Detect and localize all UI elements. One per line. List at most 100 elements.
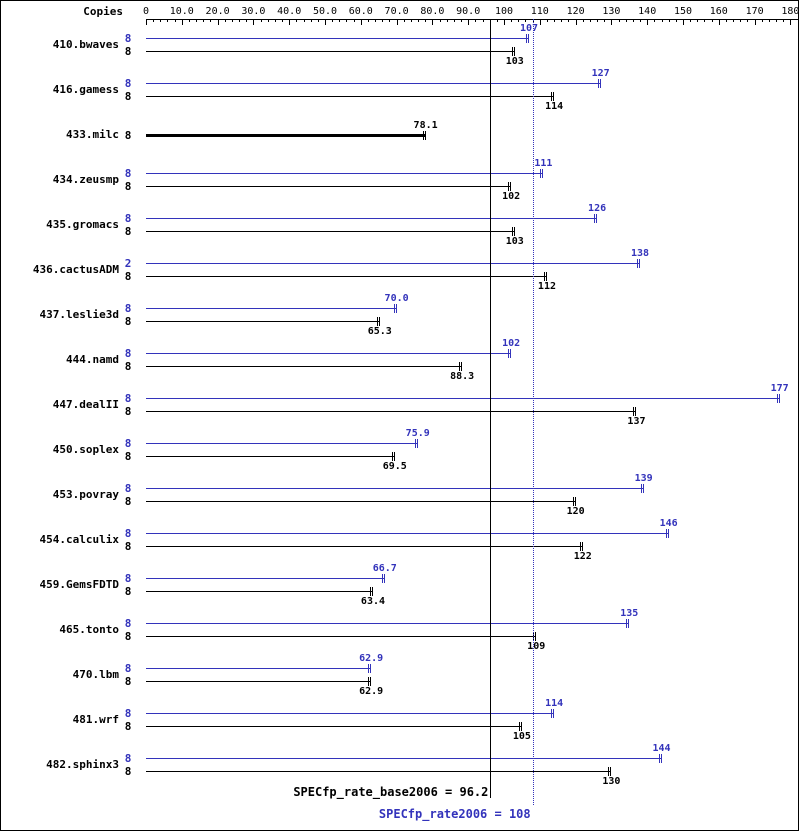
peak-bar xyxy=(146,263,641,264)
peak-bar-endcap xyxy=(637,259,641,268)
peak-bar-endcap xyxy=(540,169,544,178)
x-axis-major-tick xyxy=(647,19,649,25)
x-axis-minor-tick xyxy=(403,19,405,22)
copies-value-peak: 8 xyxy=(124,707,132,720)
x-axis-minor-tick xyxy=(382,19,384,22)
x-axis-tick-label: 160 xyxy=(709,6,728,17)
x-axis-minor-tick xyxy=(783,19,785,22)
copies-value-peak: 8 xyxy=(124,527,132,540)
x-axis-minor-tick xyxy=(661,19,663,22)
peak-bar xyxy=(146,308,397,309)
x-axis-major-tick xyxy=(325,19,326,25)
x-axis-minor-tick xyxy=(725,19,727,22)
peak-bar-endcap xyxy=(665,529,669,538)
peak-bar-endcap xyxy=(393,304,397,313)
base-bar-endcap xyxy=(511,47,515,56)
base-bar xyxy=(146,726,522,727)
x-axis-minor-tick xyxy=(640,19,642,22)
copies-value-peak: 2 xyxy=(124,257,132,270)
base-mean-line xyxy=(490,19,492,798)
peak-bar-endcap xyxy=(381,574,385,583)
x-axis-major-tick xyxy=(432,19,434,25)
copies-value-peak: 8 xyxy=(124,617,132,630)
base-bar-value: 103 xyxy=(505,56,524,67)
x-axis-minor-tick xyxy=(668,19,670,22)
copies-value-peak: 8 xyxy=(124,77,132,90)
benchmark-name: 436.cactusADM xyxy=(32,262,119,276)
x-axis-tick-label: 0 xyxy=(142,6,150,17)
x-axis-minor-tick xyxy=(274,19,276,22)
x-axis-minor-tick xyxy=(303,19,305,22)
base-bar-endcap xyxy=(368,677,372,686)
base-bar-value: 65.3 xyxy=(367,326,392,337)
benchmark-name: 416.gamess xyxy=(52,82,119,96)
peak-bar xyxy=(146,443,418,444)
x-axis-tick-label: 20.0 xyxy=(205,6,230,17)
peak-bar xyxy=(146,38,530,39)
benchmark-name: 447.dealII xyxy=(52,397,119,411)
x-axis-tick-label: 40.0 xyxy=(277,6,302,17)
x-axis-minor-tick xyxy=(589,19,591,22)
x-axis-minor-tick xyxy=(353,19,355,22)
peak-bar-endcap xyxy=(594,214,598,223)
base-mean-label: SPECfp_rate_base2006 = 96.2 xyxy=(293,785,489,799)
base-bar-endcap xyxy=(551,92,555,101)
x-axis-tick-label: 180 xyxy=(781,6,799,17)
peak-bar xyxy=(146,488,644,489)
x-axis-minor-tick xyxy=(317,19,319,22)
x-axis-tick-label: 30.0 xyxy=(241,6,266,17)
base-bar-value: 63.4 xyxy=(360,596,386,607)
x-axis-minor-tick xyxy=(339,19,341,22)
benchmark-name: 465.tonto xyxy=(59,622,119,636)
copies-value-base: 8 xyxy=(124,128,132,142)
x-axis-minor-tick xyxy=(439,19,441,22)
base-bar xyxy=(146,51,515,52)
peak-bar-value: 127 xyxy=(591,68,610,79)
x-axis-minor-tick xyxy=(332,19,334,22)
peak-bar-endcap xyxy=(597,79,601,88)
peak-bar-endcap xyxy=(368,664,372,673)
peak-bar xyxy=(146,533,669,534)
copies-value-peak: 8 xyxy=(124,167,132,180)
x-axis-major-tick xyxy=(504,19,505,25)
copies-value-base: 8 xyxy=(124,270,132,283)
x-axis-tick-label: 70.0 xyxy=(384,6,409,17)
peak-mean-line xyxy=(532,19,534,805)
copies-value-peak: 8 xyxy=(124,347,132,360)
base-bar-endcap xyxy=(459,362,463,371)
base-bar-value: 114 xyxy=(545,101,564,112)
x-axis-minor-tick xyxy=(375,19,377,22)
x-axis-minor-tick xyxy=(203,19,205,22)
copies-value-peak: 8 xyxy=(124,482,132,495)
x-axis-tick-label: 90.0 xyxy=(456,6,481,17)
base-bar-endcap xyxy=(511,227,515,236)
peak-bar-endcap xyxy=(526,34,530,43)
x-axis-major-tick xyxy=(289,19,291,25)
copies-value-base: 8 xyxy=(124,675,132,688)
base-bar xyxy=(146,546,583,547)
x-axis-minor-tick xyxy=(690,19,692,22)
x-axis-tick-label: 110 xyxy=(530,6,549,17)
base-bar-endcap xyxy=(422,130,426,140)
benchmark-name: 437.leslie3d xyxy=(39,307,119,321)
x-axis-minor-tick xyxy=(418,19,420,22)
x-axis-tick-label: 50.0 xyxy=(312,6,338,17)
base-bar xyxy=(146,456,395,457)
copies-value-base: 8 xyxy=(124,45,132,58)
copies-value-base: 8 xyxy=(124,630,132,643)
copies-value-peak: 8 xyxy=(124,212,132,225)
x-axis-minor-tick xyxy=(511,19,513,22)
x-axis-minor-tick xyxy=(632,19,634,22)
x-axis-minor-tick xyxy=(597,19,599,22)
peak-bar-value: 139 xyxy=(634,473,653,484)
peak-bar-value: 62.9 xyxy=(359,653,384,664)
base-bar-endcap xyxy=(376,317,380,326)
x-axis-minor-tick xyxy=(167,19,169,22)
x-axis-minor-tick xyxy=(160,19,162,22)
peak-bar-value: 114 xyxy=(545,698,564,709)
peak-bar-endcap xyxy=(658,754,662,763)
x-axis-minor-tick xyxy=(188,19,190,22)
x-axis-major-tick xyxy=(181,19,183,25)
base-bar-endcap xyxy=(543,272,547,281)
